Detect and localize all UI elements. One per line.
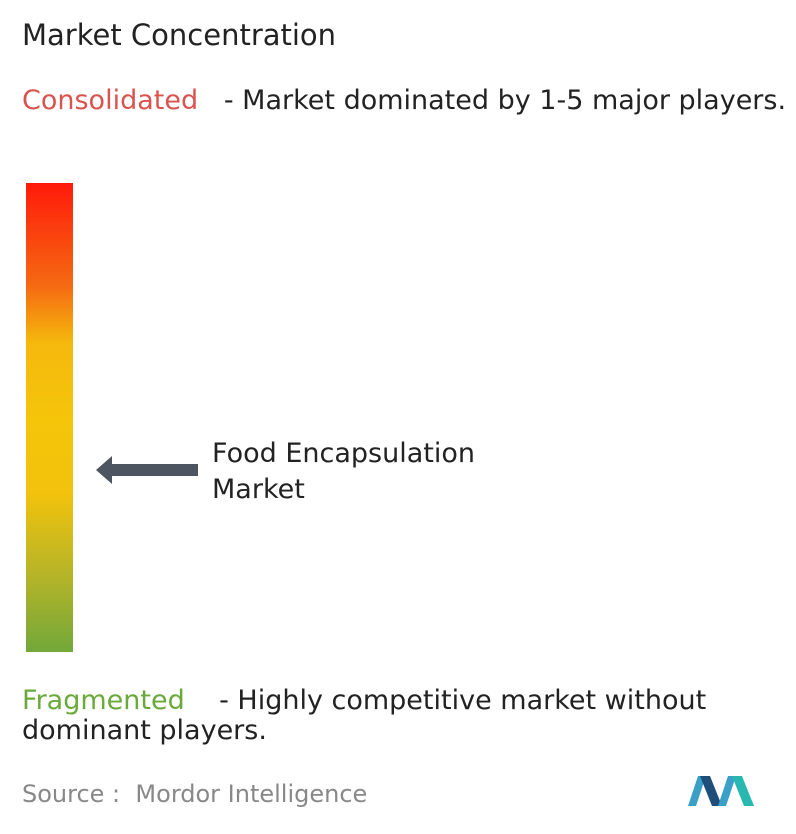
source-label: Source : xyxy=(22,780,121,808)
logo-part xyxy=(688,776,706,806)
title: Market Concentration xyxy=(22,18,337,52)
arrow-shape xyxy=(96,456,198,484)
consolidated-description: - Market dominated by 1-5 major players. xyxy=(223,85,787,116)
source: Source : Mordor Intelligence xyxy=(22,780,367,808)
source-name: Mordor Intelligence xyxy=(135,780,368,808)
concentration-scale xyxy=(26,183,73,652)
fragmented-legend: Fragmented - Highly competitive market w… xyxy=(22,686,787,746)
logo-part xyxy=(732,776,754,806)
marker-arrow xyxy=(96,456,198,484)
fragmented-label: Fragmented xyxy=(22,685,185,716)
consolidated-label: Consolidated xyxy=(22,85,199,116)
logo-part xyxy=(700,776,722,806)
logo-part xyxy=(718,776,736,806)
logo xyxy=(688,776,754,806)
consolidated-legend: Consolidated - Market dominated by 1-5 m… xyxy=(22,86,787,116)
fragmented-description: - Highly competitive market without domi… xyxy=(22,685,707,746)
marker-label: Food Encapsulation Market xyxy=(212,438,475,505)
